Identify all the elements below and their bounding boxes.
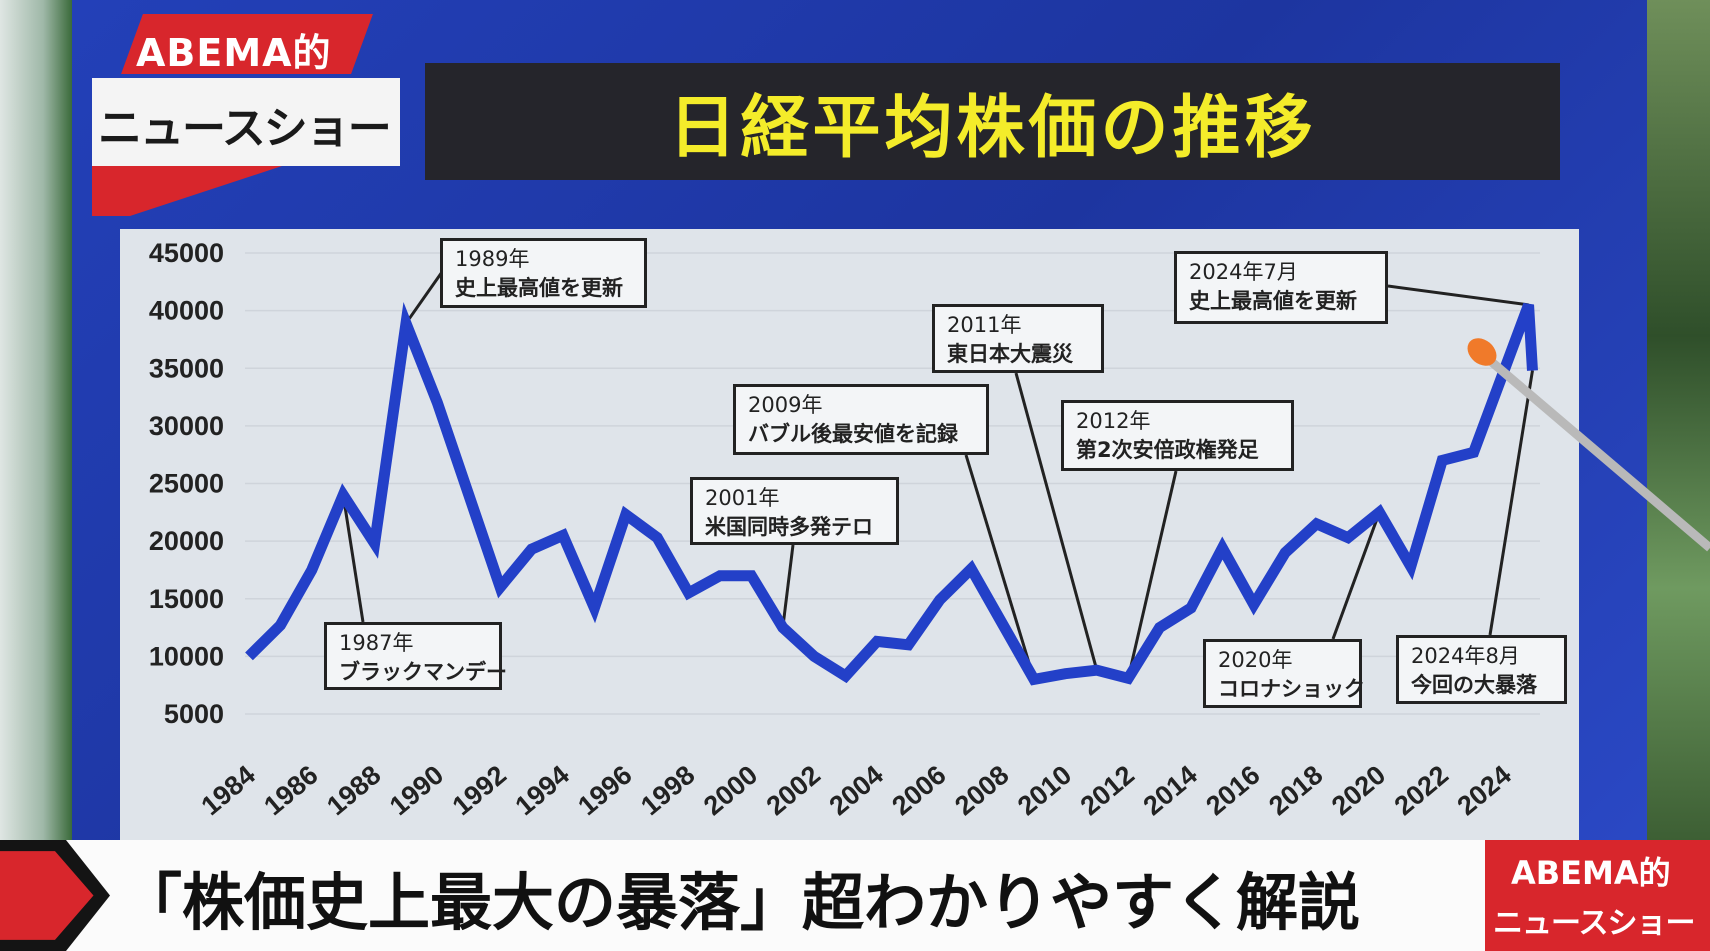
x-tick-label: 2022	[1389, 760, 1454, 822]
x-tick-label: 2020	[1326, 760, 1391, 822]
annotation-box: 2009年バブル後最安値を記録	[733, 384, 989, 455]
y-tick-label: 35000	[149, 353, 224, 383]
annotation-leader-line	[1488, 370, 1534, 636]
annotation-leader-line	[1126, 470, 1178, 679]
y-tick-label: 40000	[149, 296, 224, 326]
x-tick-label: 1994	[510, 760, 575, 822]
x-tick-label: 1992	[447, 760, 512, 822]
annotation-date: 2024年8月	[1411, 644, 1520, 668]
ticker-logo-top: ABEMA的	[1511, 854, 1671, 892]
ticker-logo-bottom: ニュースショー	[1493, 906, 1695, 941]
annotation-date: 2009年	[748, 393, 823, 417]
logo-top-text: ABEMA的	[136, 31, 332, 75]
x-tick-label: 1988	[321, 760, 386, 822]
chart-title-bar: 日経平均株価の推移	[425, 63, 1560, 180]
annotation-box: 2024年8月 今回の大暴落	[1396, 635, 1567, 704]
annotation-leader-line	[1331, 511, 1381, 640]
ticker-headline: 「株価史上最大の暴落」超わかりやすく解説	[120, 866, 1361, 939]
x-tick-label: 2016	[1200, 760, 1265, 822]
annotation-text: 東日本大震災	[947, 342, 1073, 366]
annotation-leader-line	[964, 454, 1036, 680]
logo-white-band	[92, 78, 400, 166]
annotation-box: 2012年第2次安倍政権発足	[1061, 400, 1294, 471]
x-tick-label: 1996	[572, 760, 637, 822]
annotation-text: 第2次安倍政権発足	[1076, 438, 1259, 462]
annotation-leader-line	[404, 271, 444, 325]
annotation-leader-line	[1014, 372, 1099, 671]
logo-bottom-text: ニュースショー	[98, 103, 392, 154]
y-tick-label: 20000	[149, 526, 224, 556]
annotation-leader-line	[341, 494, 365, 623]
annotation-date: 2012年	[1076, 409, 1151, 433]
annotation-box: 2020年コロナショック	[1203, 639, 1365, 708]
studio-background-left	[0, 0, 72, 840]
annotation-box: 2024年7月史上最高値を更新	[1174, 251, 1388, 324]
annotation-text: 今回の大暴落	[1411, 673, 1537, 697]
annotation-date: 2001年	[705, 486, 780, 510]
news-ticker: 「株価史上最大の暴落」超わかりやすく解説 ABEMA的 ニュースショー	[0, 840, 1710, 951]
annotation-text: バブル後最安値を記録	[748, 422, 958, 446]
annotation-date: 2020年	[1218, 648, 1293, 672]
annotation-date: 2011年	[947, 313, 1022, 337]
x-tick-label: 1998	[635, 760, 700, 822]
pointer-stick	[1477, 348, 1710, 552]
y-tick-label: 5000	[164, 699, 224, 729]
annotation-date: 2024年7月	[1189, 260, 1298, 284]
annotation-text: 史上最高値を更新	[1189, 289, 1357, 313]
x-tick-label: 1986	[258, 760, 323, 822]
annotation-text: 米国同時多発テロ	[705, 515, 873, 539]
y-tick-label: 10000	[149, 641, 224, 671]
y-tick-label: 15000	[149, 584, 224, 614]
x-tick-label: 2014	[1138, 760, 1203, 822]
x-tick-label: 2018	[1263, 760, 1328, 822]
x-tick-label: 2000	[698, 760, 763, 822]
x-tick-label: 2024	[1452, 760, 1517, 822]
x-tick-label: 2002	[761, 760, 826, 822]
annotation-box: 1987年ブラックマンデー	[324, 622, 507, 690]
annotation-text: 史上最高値を更新	[455, 276, 623, 300]
x-tick-label: 2008	[949, 760, 1014, 822]
ticker-logo: ABEMA的 ニュースショー	[1485, 840, 1710, 951]
y-tick-label: 25000	[149, 469, 224, 499]
annotation-box: 2011年東日本大震災	[932, 304, 1104, 373]
chart-title: 日経平均株価の推移	[668, 89, 1317, 168]
x-tick-label: 1990	[384, 760, 449, 822]
y-tick-label: 45000	[149, 238, 224, 268]
x-tick-label: 2012	[1075, 760, 1140, 822]
pointer-tip	[1467, 338, 1497, 366]
studio-plants-right	[1647, 0, 1710, 840]
nikkei-series-line	[245, 301, 1538, 686]
y-tick-label: 30000	[149, 411, 224, 441]
annotation-leader-line	[781, 544, 795, 628]
x-tick-label: 2006	[886, 760, 951, 822]
annotation-text: ブラックマンデー	[339, 660, 507, 684]
annotation-date: 1989年	[455, 247, 530, 271]
annotation-leader-line	[1387, 284, 1529, 307]
x-tick-label: 2010	[1012, 760, 1077, 822]
annotation-box: 1989年史上最高値を更新	[440, 238, 647, 308]
annotation-date: 1987年	[339, 631, 414, 655]
show-logo: ABEMA的 ニュースショー	[92, 14, 400, 219]
x-tick-label: 2004	[824, 760, 889, 822]
annotation-text: コロナショック	[1218, 677, 1365, 701]
x-tick-label: 1984	[196, 760, 261, 822]
annotation-box: 2001年米国同時多発テロ	[690, 477, 899, 545]
